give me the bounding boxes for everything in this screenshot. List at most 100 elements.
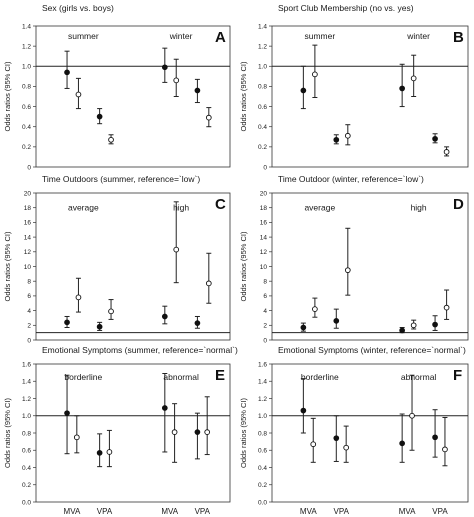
point-open bbox=[312, 71, 318, 78]
point-open bbox=[173, 77, 180, 84]
group-label: summer bbox=[68, 31, 99, 41]
point-open bbox=[106, 449, 113, 455]
panel-title: Emotional Symptoms (winter, reference=`n… bbox=[278, 345, 466, 355]
group-label: winter bbox=[169, 31, 193, 41]
y-tick-label: 0.4 bbox=[258, 124, 267, 131]
y-tick-label: 8 bbox=[27, 279, 31, 286]
point-open bbox=[443, 304, 450, 311]
y-tick-label: 12 bbox=[260, 249, 268, 256]
y-tick-label: 0.4 bbox=[258, 465, 267, 472]
y-tick-label: 10 bbox=[24, 264, 32, 271]
y-tick-label: 14 bbox=[24, 234, 32, 241]
point-filled bbox=[96, 323, 103, 330]
y-tick-label: 1.0 bbox=[22, 413, 31, 420]
y-tick-label: 6 bbox=[263, 293, 267, 300]
point-filled bbox=[64, 410, 70, 417]
chart-panel-c: Time Outdoors (summer, reference=`low`) C… bbox=[3, 174, 231, 344]
point-filled bbox=[64, 319, 70, 326]
y-axis-label: Odds ratios (95% CI) bbox=[3, 231, 12, 302]
point-open bbox=[73, 434, 80, 441]
point-filled bbox=[432, 434, 438, 441]
point-open bbox=[410, 75, 417, 82]
point-filled bbox=[96, 113, 103, 120]
y-tick-label: 0.8 bbox=[22, 84, 31, 91]
panel-title: Time Outdoor (winter, reference=`low`) bbox=[278, 174, 424, 184]
y-tick-label: 1.0 bbox=[22, 64, 31, 71]
point-open bbox=[442, 446, 448, 453]
y-tick-label: 1.2 bbox=[258, 396, 267, 403]
chart-panel-b: Sport Club Membership (no vs. yes) B Odds … bbox=[239, 3, 469, 171]
point-open bbox=[410, 322, 417, 329]
point-filled bbox=[300, 324, 307, 331]
x-category-label: VPA bbox=[97, 507, 113, 516]
group-label: borderline bbox=[64, 372, 102, 382]
point-open bbox=[173, 246, 180, 253]
plot-frame bbox=[35, 363, 231, 503]
point-open bbox=[108, 308, 114, 315]
x-category-label: MVA bbox=[399, 507, 416, 516]
plot-frame bbox=[35, 25, 231, 168]
point-filled bbox=[432, 321, 438, 328]
point-open bbox=[75, 294, 82, 301]
y-tick-label: 1.4 bbox=[258, 379, 267, 386]
x-category-label: MVA bbox=[161, 507, 178, 516]
point-open bbox=[204, 429, 211, 435]
x-category-label: VPA bbox=[334, 507, 350, 516]
y-tick-label: 0.0 bbox=[22, 499, 31, 506]
panel-letter: F bbox=[453, 367, 462, 384]
y-tick-label: 0.2 bbox=[22, 144, 31, 151]
point-filled bbox=[333, 136, 340, 143]
point-open bbox=[409, 412, 415, 419]
point-open bbox=[171, 429, 178, 435]
point-filled bbox=[300, 407, 307, 414]
y-tick-label: 12 bbox=[24, 249, 32, 256]
group-label: average bbox=[68, 203, 99, 213]
y-tick-label: 0.8 bbox=[258, 84, 267, 91]
y-tick-label: 18 bbox=[260, 205, 268, 212]
x-category-label: MVA bbox=[300, 507, 317, 516]
y-tick-label: 1.0 bbox=[258, 64, 267, 71]
panel-letter: D bbox=[453, 196, 464, 213]
point-filled bbox=[333, 318, 340, 324]
y-tick-label: 16 bbox=[24, 220, 32, 227]
point-filled bbox=[161, 405, 168, 411]
y-tick-label: 1.0 bbox=[258, 413, 267, 420]
y-axis-label: Odds ratios (95% CI) bbox=[239, 61, 248, 132]
y-tick-label: 0 bbox=[263, 164, 267, 171]
panel-title: Emotional Symptoms (summer, reference=`n… bbox=[42, 345, 238, 355]
y-tick-label: 20 bbox=[24, 190, 32, 197]
group-label: summer bbox=[304, 31, 335, 41]
y-tick-label: 0 bbox=[27, 164, 31, 171]
x-category-label: MVA bbox=[64, 507, 81, 516]
plot-frame bbox=[271, 192, 469, 341]
y-tick-label: 1.4 bbox=[22, 23, 31, 30]
y-tick-label: 8 bbox=[263, 279, 267, 286]
point-filled bbox=[161, 64, 168, 71]
point-open bbox=[310, 441, 317, 448]
y-tick-label: 16 bbox=[260, 220, 268, 227]
y-tick-label: 4 bbox=[263, 308, 267, 315]
plot-frame bbox=[35, 192, 231, 341]
group-label: borderline bbox=[301, 372, 339, 382]
y-tick-label: 0.8 bbox=[258, 430, 267, 437]
y-tick-label: 0.8 bbox=[22, 430, 31, 437]
y-tick-label: 6 bbox=[27, 293, 31, 300]
point-open bbox=[205, 114, 212, 121]
y-tick-label: 2 bbox=[263, 323, 267, 330]
y-tick-label: 1.4 bbox=[258, 23, 267, 30]
y-tick-label: 4 bbox=[27, 308, 31, 315]
group-label: winter bbox=[406, 31, 430, 41]
y-axis-label: Odds ratios (95% CI) bbox=[3, 397, 12, 468]
y-axis-label: Odds ratios (95% CI) bbox=[239, 231, 248, 302]
y-tick-label: 1.4 bbox=[22, 379, 31, 386]
point-open bbox=[443, 149, 450, 155]
panel-letter: B bbox=[453, 29, 464, 46]
x-category-label: VPA bbox=[432, 507, 448, 516]
y-tick-label: 1.6 bbox=[258, 361, 267, 368]
point-filled bbox=[194, 87, 201, 94]
group-label: abnormal bbox=[163, 372, 199, 382]
y-tick-label: 1.6 bbox=[22, 361, 31, 368]
panel-letter: C bbox=[215, 196, 226, 213]
chart-panel-d: Time Outdoor (winter, reference=`low`) D O… bbox=[239, 174, 469, 344]
point-filled bbox=[399, 327, 405, 334]
